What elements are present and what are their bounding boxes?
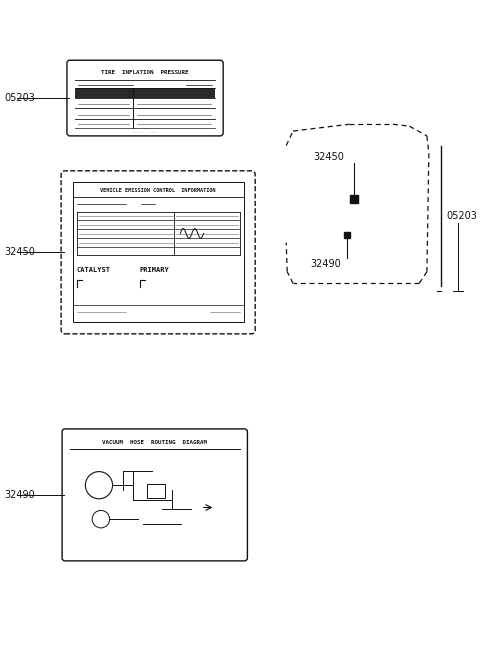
Text: TIRE  INFLATION  PRESSURE: TIRE INFLATION PRESSURE xyxy=(101,70,189,76)
Text: 32490: 32490 xyxy=(4,490,35,500)
Text: 05203: 05203 xyxy=(446,212,477,221)
Text: CATALYST: CATALYST xyxy=(77,267,111,273)
Bar xyxy=(73,183,243,322)
Polygon shape xyxy=(350,195,358,203)
Text: 32450: 32450 xyxy=(4,247,35,258)
Text: 32450: 32450 xyxy=(313,152,344,162)
Text: 32490: 32490 xyxy=(311,259,341,269)
FancyBboxPatch shape xyxy=(61,171,255,334)
FancyBboxPatch shape xyxy=(62,429,247,561)
Text: 05203: 05203 xyxy=(4,93,35,103)
FancyBboxPatch shape xyxy=(67,60,223,136)
Polygon shape xyxy=(345,232,350,238)
Bar xyxy=(147,484,165,498)
Text: ______  ____: ______ ____ xyxy=(132,128,158,132)
Text: VEHICLE EMISSION CONTROL  INFORMATION: VEHICLE EMISSION CONTROL INFORMATION xyxy=(100,188,216,193)
Text: VACUUM  HOSE  ROUTING  DIAGRAM: VACUUM HOSE ROUTING DIAGRAM xyxy=(102,440,207,445)
Bar xyxy=(75,88,216,98)
Text: PRIMARY: PRIMARY xyxy=(140,267,169,273)
